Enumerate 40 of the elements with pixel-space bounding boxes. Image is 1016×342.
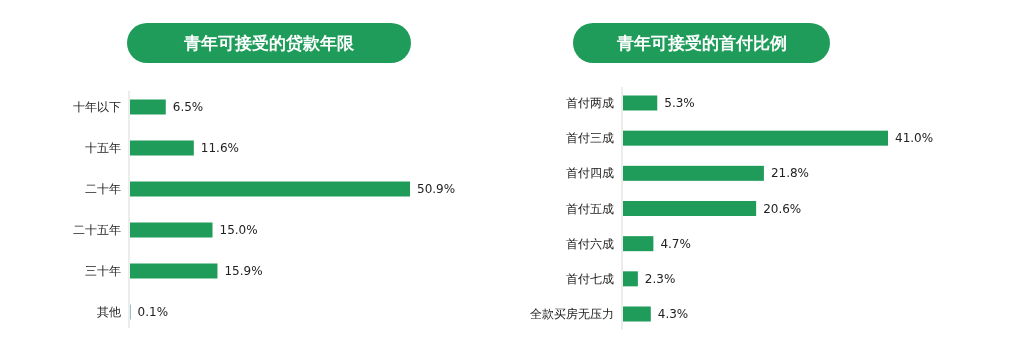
data-label: 20.6% xyxy=(763,201,802,216)
y-tick-label: 全款买房无压力 xyxy=(530,307,614,321)
data-label: 6.5% xyxy=(172,100,204,114)
bar xyxy=(130,99,166,115)
bar xyxy=(623,306,651,322)
y-tick-label: 首付四成 xyxy=(566,166,614,181)
data-label: 15.9% xyxy=(224,264,263,278)
y-tick-label: 首付五成 xyxy=(566,201,614,216)
data-label: 4.7% xyxy=(660,236,691,251)
chart-title: 青年可接受的贷款年限 xyxy=(183,33,355,53)
bar xyxy=(623,201,757,216)
bar xyxy=(130,263,218,279)
bar xyxy=(623,165,764,181)
data-label: 2.3% xyxy=(644,271,676,286)
bar xyxy=(130,140,194,156)
bar xyxy=(623,130,888,146)
data-label: 21.8% xyxy=(770,166,810,181)
y-tick-label: 其他 xyxy=(97,305,121,319)
bar xyxy=(623,236,654,252)
bar xyxy=(130,222,213,238)
y-tick-label: 首付两成 xyxy=(566,96,614,110)
y-tick-label: 首付七成 xyxy=(566,271,614,286)
data-label: 15.0% xyxy=(219,223,258,237)
y-tick-label: 三十年 xyxy=(85,264,121,278)
data-label: 4.3% xyxy=(657,307,689,321)
data-label: 41.0% xyxy=(895,131,934,146)
y-tick-label: 二十五年 xyxy=(73,223,121,237)
y-tick-label: 首付六成 xyxy=(566,236,614,251)
y-tick-label: 十年以下 xyxy=(73,100,121,114)
y-tick-label: 十五年 xyxy=(85,141,121,155)
y-tick-label: 二十年 xyxy=(85,182,121,196)
data-label: 50.9% xyxy=(417,182,456,196)
bar xyxy=(623,271,638,287)
y-tick-label: 首付三成 xyxy=(566,131,614,146)
bar xyxy=(130,181,410,197)
data-label: 5.3% xyxy=(664,96,695,110)
data-label: 0.1% xyxy=(137,305,169,319)
chart-title: 青年可接受的首付比例 xyxy=(615,33,787,53)
data-label: 11.6% xyxy=(200,141,239,155)
bar xyxy=(623,95,658,111)
